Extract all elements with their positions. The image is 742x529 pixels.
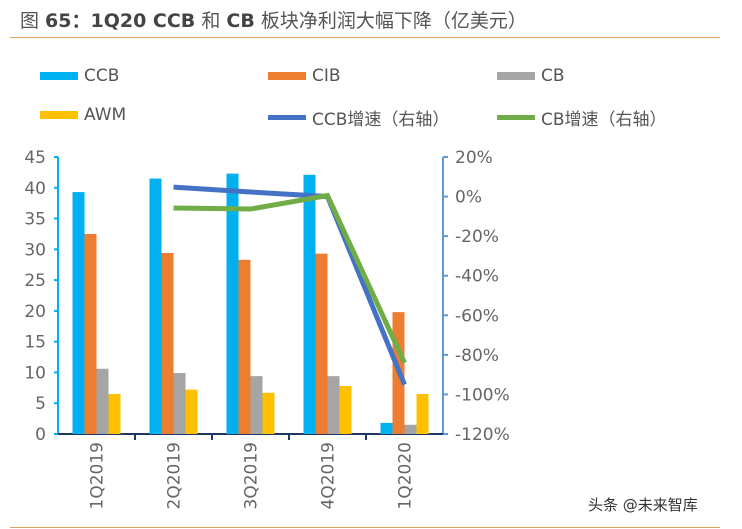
x-tick-label: 2Q2019 (165, 442, 185, 509)
bar-awm-2Q2019 (185, 389, 198, 434)
y-tick-label: 5 (35, 394, 46, 414)
x-tick-label: 1Q2020 (396, 442, 416, 509)
line-series-1 (173, 192, 407, 364)
bar-cib-4Q2019 (315, 253, 328, 434)
y-tick-label: 35 (24, 210, 46, 230)
line-series-0 (173, 184, 407, 386)
bar-cib-3Q2019 (238, 259, 251, 434)
bar-cb-2Q2019 (173, 373, 186, 434)
y-tick-label: 15 (24, 333, 46, 353)
y-tick-label: 25 (24, 271, 46, 291)
figure-title: 图 65：1Q20 CCB 和 CB 板块净利润大幅下降（亿美元） (20, 10, 527, 32)
bar-awm-4Q2019 (339, 385, 352, 434)
bar-awm-1Q2019 (108, 393, 121, 434)
legend-cb-growth: CB增速（右轴） (497, 105, 667, 130)
y2-tick-label: -20% (455, 227, 499, 247)
bar-cb-3Q2019 (250, 376, 263, 434)
y2-tick-label: -80% (455, 346, 499, 366)
bottom-divider (10, 527, 720, 528)
y2-tick-label: -40% (455, 267, 499, 287)
bar-cib-2Q2019 (161, 253, 174, 434)
y-tick-label: 45 (24, 148, 46, 168)
bar-cb-4Q2019 (327, 376, 340, 434)
y-tick-label: 30 (24, 240, 46, 260)
y-tick-label: 0 (35, 425, 46, 445)
bar-ccb-1Q2019 (72, 192, 85, 434)
y2-tick-label: -120% (455, 425, 510, 445)
bar-ccb-3Q2019 (226, 173, 239, 434)
bar-awm-3Q2019 (262, 392, 275, 434)
bar-ccb-4Q2019 (303, 174, 316, 434)
legend-cb: CB (497, 66, 565, 86)
legend-ccb: CCB (40, 66, 119, 86)
bar-cib-1Q2019 (84, 233, 97, 434)
legend-awm: AWM (40, 105, 126, 125)
x-tick-label: 4Q2019 (319, 442, 339, 509)
y-tick-label: 40 (24, 179, 46, 199)
bar-awm-1Q2020 (416, 393, 429, 434)
title-divider (10, 37, 720, 38)
y2-tick-label: -60% (455, 306, 499, 326)
y-tick-label: 20 (24, 302, 46, 322)
watermark: 头条 @未来智库 (588, 496, 698, 514)
y2-tick-label: 0% (455, 188, 482, 208)
x-tick-label: 3Q2019 (242, 442, 262, 509)
x-tick-label: 1Q2019 (88, 442, 108, 509)
bar-cb-1Q2020 (404, 424, 417, 434)
y2-tick-label: -100% (455, 385, 510, 405)
bar-ccb-2Q2019 (149, 178, 162, 434)
bar-cb-1Q2019 (96, 368, 109, 434)
legend-ccb-growth: CCB增速（右轴） (268, 105, 449, 130)
legend-cib: CIB (268, 66, 341, 86)
y2-tick-label: 20% (455, 148, 493, 168)
bar-ccb-1Q2020 (380, 422, 393, 434)
y-tick-label: 10 (24, 363, 46, 383)
